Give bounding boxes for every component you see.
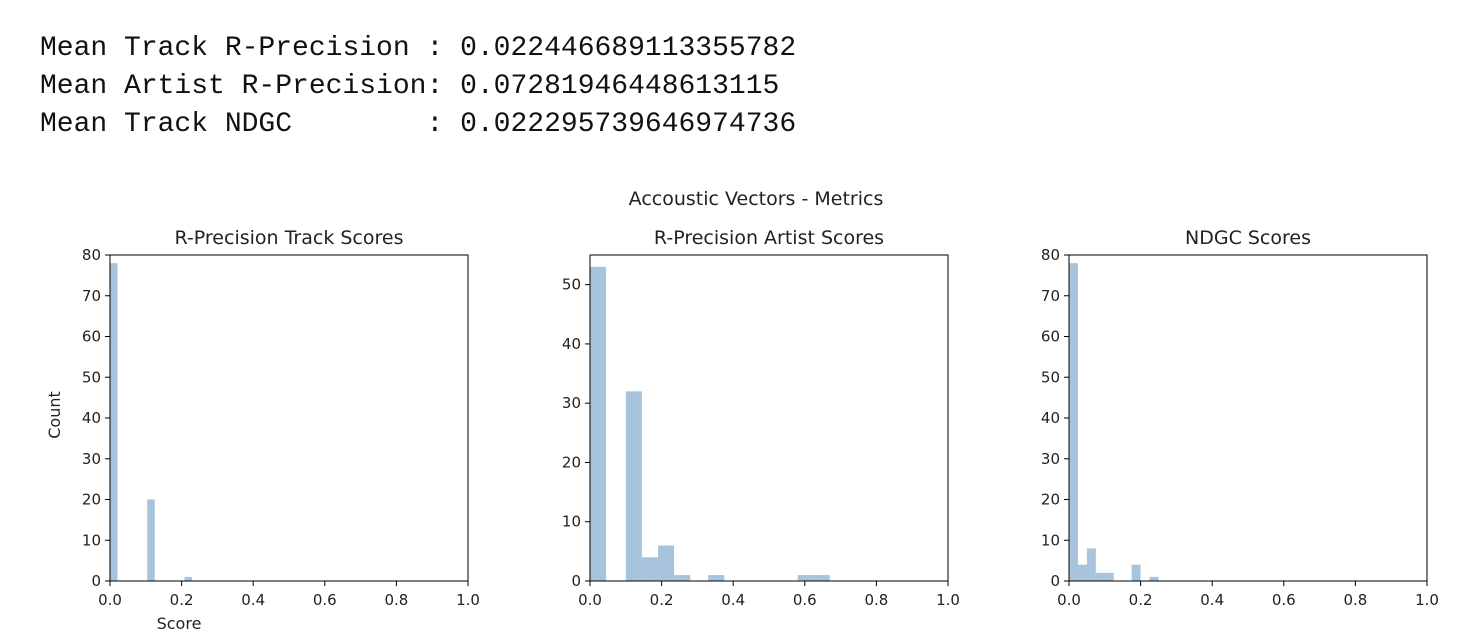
x-tick-label: 0.6: [793, 591, 817, 609]
y-tick-label: 20: [82, 491, 101, 509]
y-tick-label: 50: [1041, 368, 1060, 386]
x-tick-label: 0.6: [1272, 591, 1296, 609]
y-tick-label: 40: [562, 335, 581, 353]
y-tick-label: 60: [1041, 328, 1060, 346]
histogram-bar: [813, 575, 830, 581]
console-line-track-ndgc: Mean Track NDGC : 0.022295739646974736: [40, 109, 797, 140]
y-tick-label: 10: [562, 513, 581, 531]
histogram-bar: [625, 391, 642, 581]
x-tick-label: 0.4: [721, 591, 745, 609]
y-tick-label: 0: [571, 572, 581, 590]
x-tick-label: 0.0: [1057, 591, 1081, 609]
y-tick-label: 70: [1041, 287, 1060, 305]
y-tick-label: 40: [82, 409, 101, 427]
y-tick-label: 50: [562, 276, 581, 294]
x-tick-label: 1.0: [1415, 591, 1439, 609]
histogram-bar: [1077, 564, 1087, 581]
chart-title: R-Precision Track Scores: [175, 227, 404, 249]
histogram-bar: [110, 263, 118, 581]
y-tick-label: 30: [562, 394, 581, 412]
histogram-bar: [674, 575, 691, 581]
x-axis-label: Score: [157, 614, 202, 632]
chart-title: R-Precision Artist Scores: [654, 227, 884, 249]
histogram-bar: [1095, 572, 1105, 581]
histogram-bar: [147, 499, 155, 581]
histogram-bar: [1104, 572, 1114, 581]
y-tick-label: 40: [1041, 409, 1060, 427]
y-tick-label: 30: [82, 450, 101, 468]
y-tick-label: 30: [1041, 450, 1060, 468]
y-tick-label: 0: [91, 572, 101, 590]
charts-layer: R-Precision Track Scores 0.0 0.2 0.4 0.6 0.8 1…: [45, 227, 1439, 632]
y-tick-label: 60: [82, 328, 101, 346]
console-output: Mean Track R-Precision : 0.0224466891133…: [40, 30, 796, 144]
y-tick-label: 80: [82, 246, 101, 264]
plot-frame: [1068, 254, 1428, 582]
histogram-bar: [797, 575, 814, 581]
x-tick-label: 0.6: [313, 591, 337, 609]
x-tick-label: 0.8: [864, 591, 888, 609]
y-tick-label: 70: [82, 287, 101, 305]
x-tick-label: 0.4: [241, 591, 265, 609]
x-tick-label: 0.2: [650, 591, 674, 609]
y-tick-label: 20: [562, 453, 581, 471]
y-tick-label: 20: [1041, 491, 1060, 509]
x-tick-label: 0.2: [170, 591, 194, 609]
chart-1: R-Precision Track Scores 0.0 0.2 0.4 0.6 0.8 1…: [45, 227, 480, 632]
histogram-bar: [184, 576, 192, 581]
histogram-bar: [641, 557, 659, 581]
y-tick-label: 10: [82, 531, 101, 549]
y-axis-label: Count: [45, 391, 64, 439]
y-tick-label: 50: [82, 368, 101, 386]
chart-title: NDGC Scores: [1185, 227, 1311, 249]
chart-3: NDGC Scores 0.0 0.2 0.4 0.6 0.8 1.0 0 10 20 30 40 50…: [1041, 227, 1439, 609]
histogram-bar: [658, 545, 675, 581]
plot-frame: [589, 254, 949, 582]
histogram-bar: [590, 266, 607, 581]
histogram-bar: [1149, 576, 1159, 581]
x-tick-label: 0.2: [1129, 591, 1153, 609]
figure-suptitle: Accoustic Vectors - Metrics: [629, 188, 884, 210]
x-tick-label: 1.0: [936, 591, 960, 609]
x-tick-label: 0.0: [578, 591, 602, 609]
x-tick-label: 1.0: [456, 591, 480, 609]
console-line-track-r-precision: Mean Track R-Precision : 0.0224466891133…: [40, 33, 797, 64]
console-line-artist-r-precision: Mean Artist R-Precision: 0.0728194644861…: [40, 71, 780, 102]
x-tick-label: 0.0: [98, 591, 122, 609]
y-tick-label: 0: [1050, 572, 1060, 590]
y-tick-label: 10: [1041, 531, 1060, 549]
histogram-bar: [1069, 263, 1078, 581]
x-tick-label: 0.4: [1200, 591, 1224, 609]
histogram-bar: [708, 575, 725, 581]
y-tick-label: 80: [1041, 246, 1060, 264]
histogram-bar: [1086, 548, 1096, 581]
x-tick-label: 0.8: [384, 591, 408, 609]
plot-frame: [109, 254, 469, 582]
chart-2: R-Precision Artist Scores 0.0 0.2 0.4 0.6 0.8…: [562, 227, 960, 609]
x-tick-label: 0.8: [1343, 591, 1367, 609]
histogram-bar: [1131, 564, 1141, 581]
